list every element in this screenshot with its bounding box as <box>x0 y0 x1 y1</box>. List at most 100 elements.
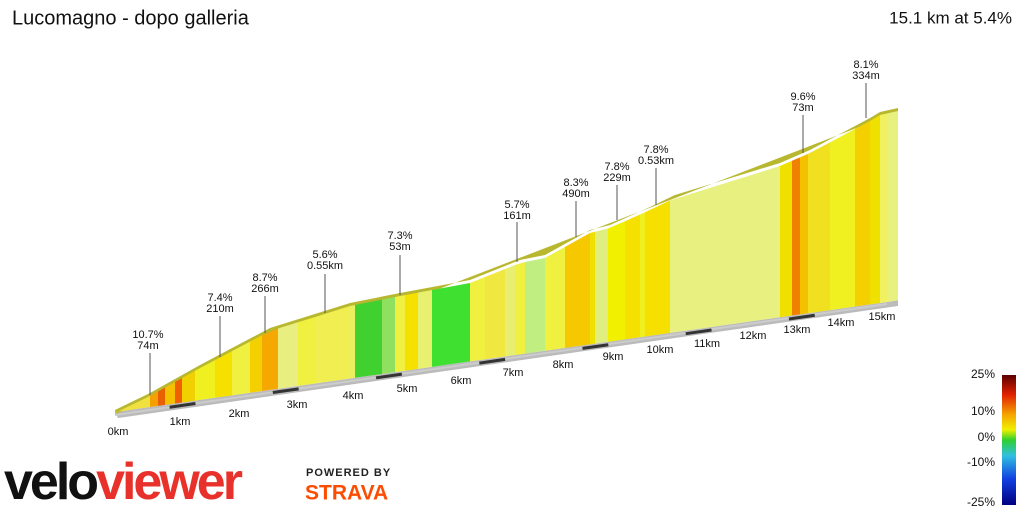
legend-label: 10% <box>971 404 995 418</box>
annotation-grade: 7.8% <box>643 144 668 156</box>
profile-segment <box>780 160 792 318</box>
annotation-grade: 10.7% <box>132 329 163 341</box>
distance-label: 6km <box>451 375 472 387</box>
profile-segment <box>182 370 195 403</box>
profile-segment <box>250 335 262 393</box>
annotation-grade: 5.7% <box>504 199 529 211</box>
distance-label: 2km <box>229 408 250 420</box>
annotation-length: 229m <box>603 172 631 184</box>
distance-label: 13km <box>784 324 811 336</box>
profile-segment <box>382 297 395 374</box>
profile-segment <box>405 292 418 371</box>
annotation-length: 161m <box>503 210 531 222</box>
profile-segment <box>830 129 855 311</box>
profile-segment <box>165 382 175 405</box>
annotation-length: 0.55km <box>307 260 343 272</box>
annotation-grade: 7.3% <box>387 230 412 242</box>
profile-segment <box>595 228 608 344</box>
profile-segment <box>262 328 278 392</box>
distance-dash <box>685 328 712 336</box>
strava-logo: STRAVA <box>305 482 388 505</box>
profile-segment <box>590 231 595 345</box>
profile-segment <box>278 322 298 389</box>
profile-segment <box>808 142 830 314</box>
annotation-length: 73m <box>792 102 813 114</box>
profile-segment <box>608 221 625 342</box>
legend-label: 0% <box>978 430 996 444</box>
profile-segment <box>150 391 158 408</box>
annotation-length: 210m <box>206 303 234 315</box>
profile-segment <box>525 258 545 354</box>
profile-segment <box>298 316 315 386</box>
distance-label: 1km <box>170 416 191 428</box>
profile-segment <box>870 115 880 305</box>
profile-segment <box>315 306 350 384</box>
profile-segment <box>158 387 165 406</box>
profile-segment <box>418 290 432 369</box>
distance-label: 14km <box>828 317 855 329</box>
title: Lucomagno - dopo galleria <box>12 7 250 29</box>
distance-dash <box>788 313 815 321</box>
profile: 0km 1km 2km 3km 4km 5km 6km 7km 8km 9km 10km 11km 12… <box>108 59 898 438</box>
profile-segment <box>800 153 808 315</box>
annotation-length: 490m <box>562 188 590 200</box>
profile-segment <box>645 200 670 337</box>
profile-segment <box>880 113 887 303</box>
annotation-length: 266m <box>251 283 279 295</box>
distance-label: 7km <box>503 367 524 379</box>
profile-segment <box>505 265 515 357</box>
annotation-grade: 8.1% <box>853 59 878 71</box>
legend-label: -10% <box>967 455 995 469</box>
distance-label: 10km <box>647 344 674 356</box>
powered-by: POWERED BY <box>306 467 391 479</box>
distance-label: 0km <box>108 426 129 438</box>
distance-label: 12km <box>740 330 767 342</box>
annotation-length: 0.53km <box>638 155 674 167</box>
profile-segment <box>670 166 780 333</box>
profile-segment <box>792 157 800 316</box>
logo: veloviewer <box>4 453 243 511</box>
profile-segment <box>215 351 232 398</box>
profile-segment <box>355 299 382 378</box>
distance-dash <box>479 357 506 365</box>
distance-dash <box>169 402 196 409</box>
distance-label: 11km <box>694 338 720 350</box>
distance-label: 15km <box>869 311 896 323</box>
profile-segment <box>350 305 355 379</box>
distance-label: 8km <box>553 359 574 371</box>
legend-label: 25% <box>971 367 995 381</box>
distance-label: 3km <box>287 399 308 411</box>
distance-dash <box>375 372 403 380</box>
profile-segment <box>515 262 525 356</box>
profile-segment <box>625 214 640 340</box>
profile-segment <box>887 111 898 302</box>
profile-segment <box>565 233 590 348</box>
distance-label: 9km <box>603 351 624 363</box>
distance-dash <box>272 387 299 394</box>
annotation-length: 74m <box>137 340 158 352</box>
profile-segment <box>395 295 405 373</box>
profile-segment <box>855 121 870 307</box>
distance-label: 5km <box>397 383 418 395</box>
profile-segment <box>640 212 645 338</box>
profile-segment <box>485 269 505 360</box>
distance-dash <box>582 343 609 350</box>
annotation-grade: 8.7% <box>252 272 277 284</box>
profile-segment <box>232 341 250 396</box>
annotation-length: 53m <box>389 241 410 253</box>
profile-segment <box>195 360 215 401</box>
annotation-grade: 7.4% <box>207 292 232 304</box>
legend-label: -25% <box>967 495 995 509</box>
distance-label: 4km <box>343 390 364 402</box>
gradient-legend-bar <box>1002 375 1016 505</box>
profile-segment <box>470 277 485 362</box>
annotation-grade: 9.6% <box>790 91 815 103</box>
summary: 15.1 km at 5.4% <box>889 8 1012 27</box>
profile-segment <box>115 396 150 413</box>
annotation-grade: 5.6% <box>312 249 337 261</box>
annotation-grade: 8.3% <box>563 177 588 189</box>
profile-segment <box>432 283 470 367</box>
annotation-grade: 7.8% <box>604 161 629 173</box>
profile-segment <box>545 246 565 351</box>
